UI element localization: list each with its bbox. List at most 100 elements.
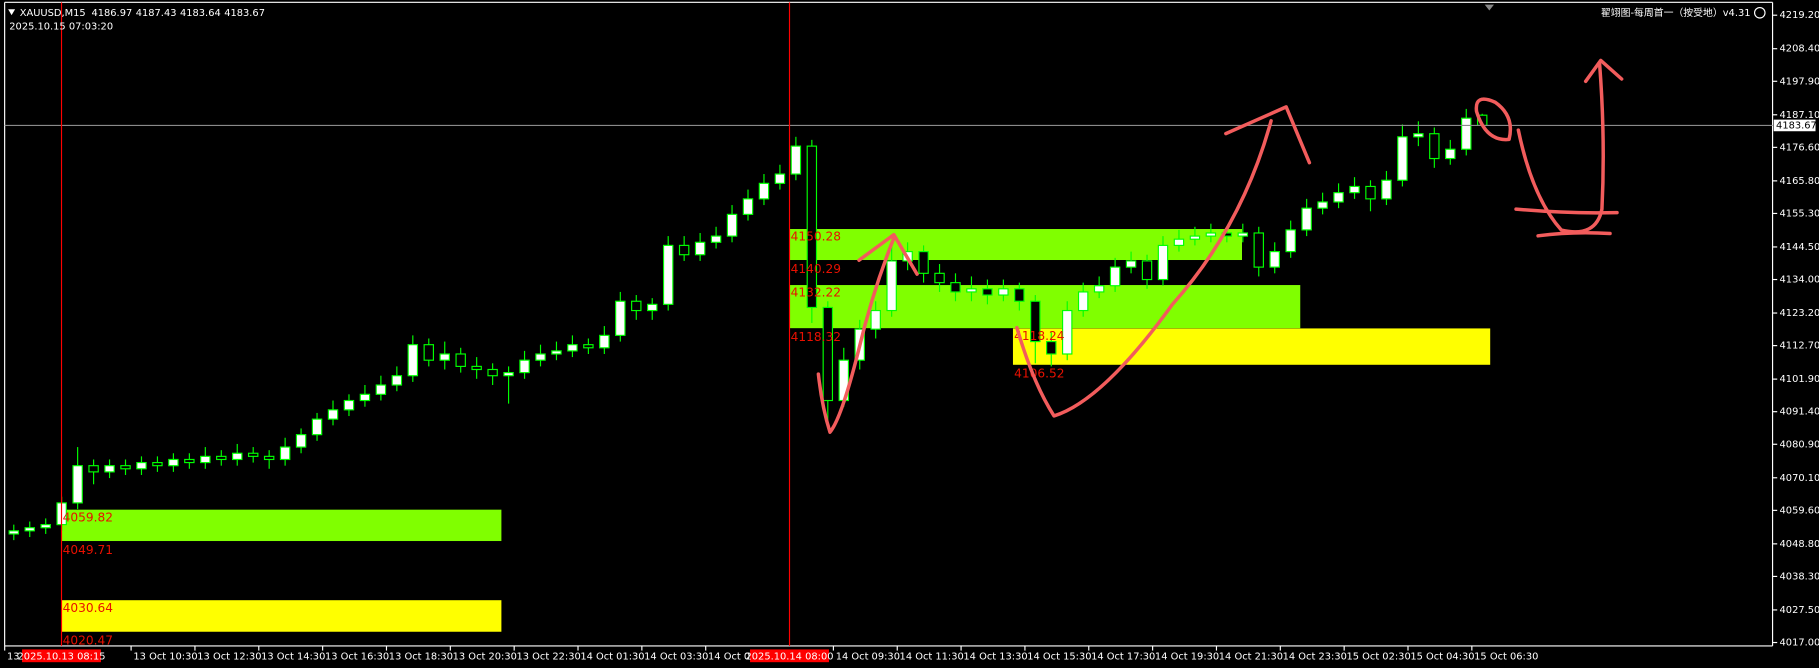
candle-body (790, 145, 802, 175)
x-tick-label: 13 Oct 10:30 (133, 651, 197, 662)
candle-body (1046, 340, 1057, 355)
y-tick-label: 4134.00 (1780, 275, 1819, 286)
candle-body (567, 344, 578, 352)
y-tick-label: 4208.40 (1780, 44, 1819, 55)
x-tick-label: 13 Oct 16:30 (325, 651, 389, 662)
candle-body (152, 461, 163, 467)
candle-body (1445, 148, 1456, 160)
candle-body (1030, 300, 1041, 343)
header: XAUUSD,M15 4186.97 4187.43 4183.64 4183.67 2… (8, 4, 1766, 33)
candle-body (631, 300, 642, 312)
candle-body (1381, 179, 1392, 200)
candle-body (375, 384, 387, 395)
menu-arrow (8, 9, 16, 16)
x-tick-label: 15 Oct 04:30 (1410, 651, 1474, 662)
candle-body (72, 465, 83, 504)
x-tick-label: 15 Oct 06:30 (1474, 651, 1538, 662)
candle-body (1269, 251, 1280, 268)
candle-body (1237, 232, 1249, 237)
price-label: 4183.67 (1776, 120, 1817, 131)
candle-body (168, 458, 179, 467)
candle-body (998, 288, 1009, 296)
x-tick-label: 14 Oct 17:30 (1091, 651, 1155, 662)
candle-body (327, 409, 339, 420)
candle-body (1014, 288, 1025, 302)
zone (61, 509, 502, 542)
zone-bottom-label: 4118.32 (791, 330, 841, 344)
candle-body (694, 241, 706, 256)
x-tick-label: 14 Oct 13:30 (963, 651, 1027, 662)
annotation-stroke (1514, 207, 1619, 215)
x-tick-label: 13 Oct 20:30 (453, 651, 517, 662)
annotation-stroke (1015, 119, 1273, 418)
annotation-arrowhead (1224, 105, 1312, 165)
candle-body (870, 309, 881, 330)
annotation-circle (1474, 97, 1513, 142)
candle-body (1413, 133, 1424, 138)
candle-body (678, 244, 690, 256)
candles (8, 108, 1488, 541)
candle-body (1317, 201, 1328, 209)
x-tick-label: 13 Oct 12:30 (197, 651, 261, 662)
y-tick-label: 4112.70 (1780, 341, 1819, 352)
candle-body (232, 452, 243, 461)
zone (1012, 328, 1491, 365)
candle-body (359, 393, 371, 402)
indicator-icon[interactable] (1753, 6, 1766, 19)
candle-body (40, 524, 51, 529)
x-tick-label: 13 Oct 14:30 (261, 651, 325, 662)
candle-body (662, 244, 674, 305)
candle-body (1253, 232, 1264, 268)
x-tick-label: 14 Oct 23:30 (1283, 651, 1347, 662)
indicator-name: 翟翊图-每周首一（按受地）v4.31 (1601, 6, 1751, 19)
candle-body (455, 353, 466, 367)
candle-body (120, 465, 131, 470)
annotation-arrowhead (857, 232, 919, 276)
x-tick-label: 14 Oct 03:30 (644, 651, 708, 662)
candle-body (1285, 229, 1296, 253)
candle-body (918, 251, 929, 274)
x-tick-label: 15 Oct 02:30 (1346, 651, 1410, 662)
zone-top-label: 4059.82 (63, 510, 113, 524)
candle-body (726, 213, 738, 237)
y-tick-label: 4059.60 (1780, 505, 1819, 516)
timestamp: 2025.10.15 07:03:20 (9, 22, 113, 33)
candle-body (407, 344, 419, 377)
x-tick-label: 14 Oct 15:30 (1027, 651, 1091, 662)
candle-body (1141, 260, 1153, 281)
y-tick-label: 4197.90 (1780, 76, 1819, 87)
x-tick-label: 13 Oct 22:30 (516, 651, 580, 662)
annotation-stroke (1536, 230, 1612, 238)
candle-body (742, 198, 754, 215)
overlay: 4059.82 4049.71 4030.64 4020.47 4150.28 4140.… (4, 2, 1817, 662)
zone-bottom-label: 4106.52 (1014, 367, 1064, 381)
candle-body (1205, 232, 1217, 237)
candle-body (647, 303, 658, 312)
last-low: 4183.64 (180, 8, 221, 19)
candle-body (1077, 291, 1089, 312)
candle-body (1349, 185, 1360, 194)
zone-top-label: 4132.22 (791, 286, 841, 300)
candle-body (1173, 238, 1185, 246)
candle-body (583, 344, 594, 349)
candle-body (1301, 207, 1312, 231)
annotation-stroke (1516, 62, 1605, 234)
marker-label: 2025.10.14 08:00 (746, 651, 834, 662)
candle-body (806, 145, 818, 309)
candle-body (471, 365, 482, 371)
candle-body (758, 182, 770, 200)
zone-top-label: 4118.24 (1014, 329, 1065, 343)
candle-body (519, 359, 530, 374)
y-tick-label: 4187.10 (1780, 110, 1819, 121)
candle-body (710, 235, 722, 243)
y-tick-label: 4123.20 (1780, 308, 1819, 319)
scroll-marker (1484, 4, 1494, 11)
candle-body (295, 434, 307, 448)
candle-body (1333, 192, 1344, 203)
candle-body (263, 455, 275, 461)
candle-body (551, 350, 562, 355)
candle-body (886, 260, 897, 312)
candle-body (822, 306, 834, 402)
